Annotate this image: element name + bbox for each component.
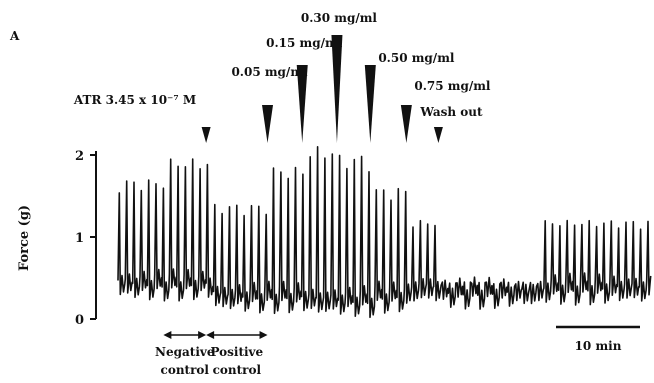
- range-label-pos-line1: Positive: [210, 345, 263, 359]
- panel-label: A: [9, 29, 20, 43]
- range-arrowhead-right-pos: [259, 331, 268, 339]
- arrow-c015: [296, 65, 308, 143]
- y-axis: 0 1 2: [75, 149, 97, 328]
- arrow-c075: [400, 105, 412, 143]
- range-arrowhead-right-neg: [198, 331, 207, 339]
- y-tick-label: 2: [75, 149, 84, 164]
- arrow-c050: [364, 65, 376, 143]
- annotation-label-c005: 0.05 mg/ml: [231, 65, 308, 79]
- y-tick-label: 1: [75, 231, 84, 246]
- annotation-label-atr: ATR 3.45 x 10⁻⁷ M: [73, 93, 196, 107]
- time-scale-bar: 10 min: [556, 325, 640, 353]
- arrow-c030: [331, 35, 343, 143]
- arrow-atr: [201, 127, 211, 143]
- arrow-c005: [262, 105, 274, 143]
- force-trace-line: [117, 146, 652, 319]
- annotation-label-c050: 0.50 mg/ml: [378, 51, 455, 65]
- range-label-neg-line1: Negative: [155, 345, 215, 359]
- range-arrowhead-left-neg: [163, 331, 172, 339]
- arrow-wash: [433, 127, 443, 143]
- treatment-arrows: ATR 3.45 x 10⁻⁷ M 0.05 mg/ml 0.15 mg/ml 0.3…: [73, 11, 491, 143]
- y-tick-label: 0: [75, 313, 84, 328]
- force-trace: [117, 146, 652, 319]
- annotation-label-c015: 0.15 mg/ml: [266, 36, 343, 50]
- annotation-label-c075: 0.75 mg/ml: [414, 79, 491, 93]
- range-label-pos-line2: control: [213, 363, 262, 377]
- y-axis-label: Force (g): [17, 205, 32, 271]
- scale-bar-label: 10 min: [575, 339, 622, 353]
- range-label-neg-line2: control: [161, 363, 210, 377]
- range-arrowhead-left-pos: [206, 331, 215, 339]
- annotation-label-wash: Wash out: [419, 105, 483, 119]
- annotation-label-c030: 0.30 mg/ml: [301, 11, 378, 25]
